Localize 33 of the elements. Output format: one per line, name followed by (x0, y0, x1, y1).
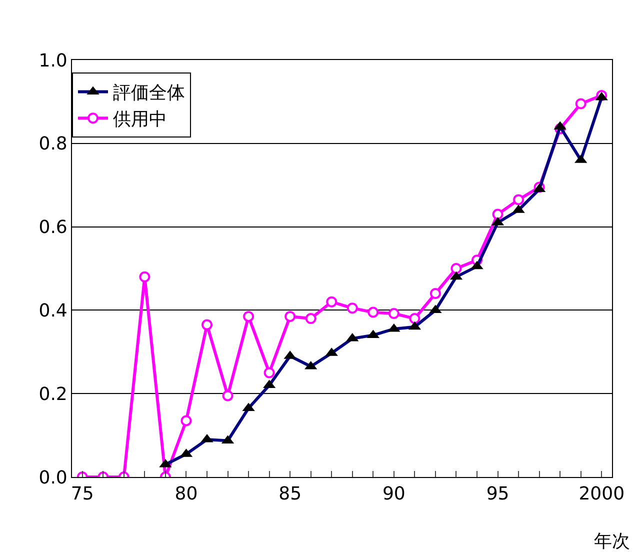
y-tick-label: 0.4 (38, 300, 68, 322)
point (346, 302, 358, 314)
point (409, 313, 420, 324)
point (305, 313, 316, 324)
x-tick-label: 2000 (578, 484, 625, 505)
point (202, 319, 212, 330)
x-axis-title: 年次 (594, 531, 630, 552)
point (139, 271, 150, 282)
point (264, 367, 275, 378)
point (430, 288, 441, 300)
point (575, 98, 586, 110)
point (180, 415, 192, 426)
y-tick-label: 1.0 (38, 50, 68, 72)
point (326, 296, 338, 308)
x-tick-label: 85 (278, 484, 302, 505)
point (513, 194, 524, 206)
x-tick-label: 90 (382, 484, 406, 505)
x-tick-label: 95 (486, 484, 510, 505)
y-tick-label: 0.2 (38, 384, 68, 405)
point (284, 310, 296, 322)
point (243, 310, 254, 322)
legend-label: 供用中 (113, 109, 167, 130)
point (492, 208, 504, 220)
point (450, 263, 462, 274)
x-tick-label: 75 (70, 484, 94, 505)
y-tick-label: 0.8 (38, 134, 68, 155)
y-tick-label: 0.6 (38, 217, 68, 238)
x-tick-label: 80 (174, 484, 198, 505)
legend-label: 評価全体 (113, 82, 185, 104)
point (388, 308, 400, 320)
y-tick-label: 0.0 (38, 467, 68, 488)
point (368, 306, 379, 318)
point (222, 390, 234, 402)
